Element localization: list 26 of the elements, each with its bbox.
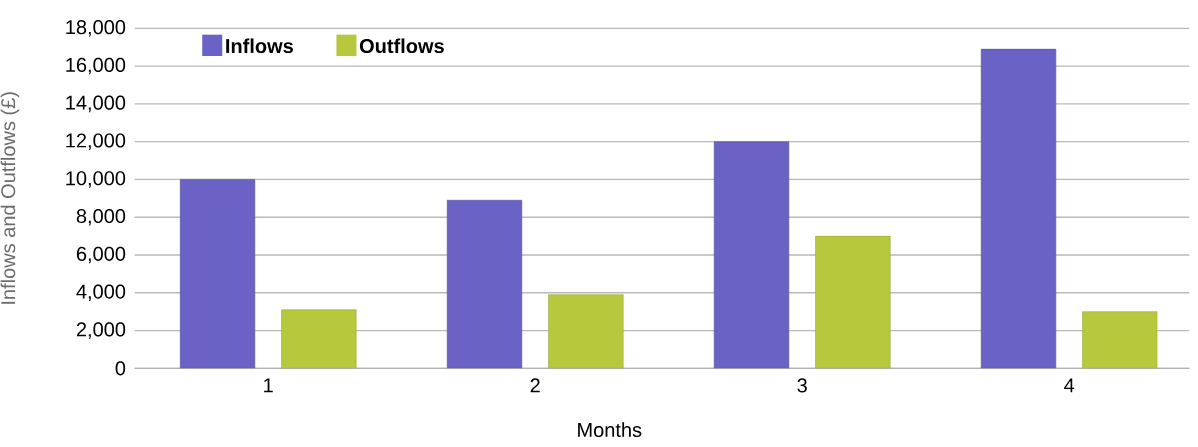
y-tick-label: 2,000	[76, 322, 126, 339]
x-tick-label: 1	[264, 378, 273, 393]
y-tick-label: 8,000	[76, 208, 126, 226]
y-tick-label: 6,000	[76, 246, 126, 264]
x-axis-title: Months	[578, 422, 642, 438]
y-tick-label: 12,000	[66, 133, 126, 150]
bar	[179, 179, 256, 369]
x-tick-label: 3	[797, 378, 807, 393]
y-tick-label: 14,000	[66, 95, 126, 113]
y-axis-title: Inflows and Outflows (£)	[0, 92, 20, 304]
x-tick-label: 2	[530, 378, 540, 393]
y-tick-label: 0	[115, 361, 126, 376]
bar	[713, 141, 790, 369]
x-tick-label: 4	[1064, 378, 1075, 393]
y-tick-label: 10,000	[66, 171, 126, 188]
bar	[446, 199, 523, 369]
bar	[281, 309, 357, 369]
y-tick-label: 4,000	[76, 284, 126, 302]
bar	[980, 48, 1057, 369]
bar	[548, 294, 624, 369]
bar	[815, 235, 891, 369]
legend-label: Inflows	[226, 38, 293, 54]
bar	[1082, 311, 1158, 369]
y-tick-label: 18,000	[66, 20, 126, 37]
legend-label: Outflows	[359, 38, 444, 54]
y-tick-label: 16,000	[66, 57, 126, 75]
